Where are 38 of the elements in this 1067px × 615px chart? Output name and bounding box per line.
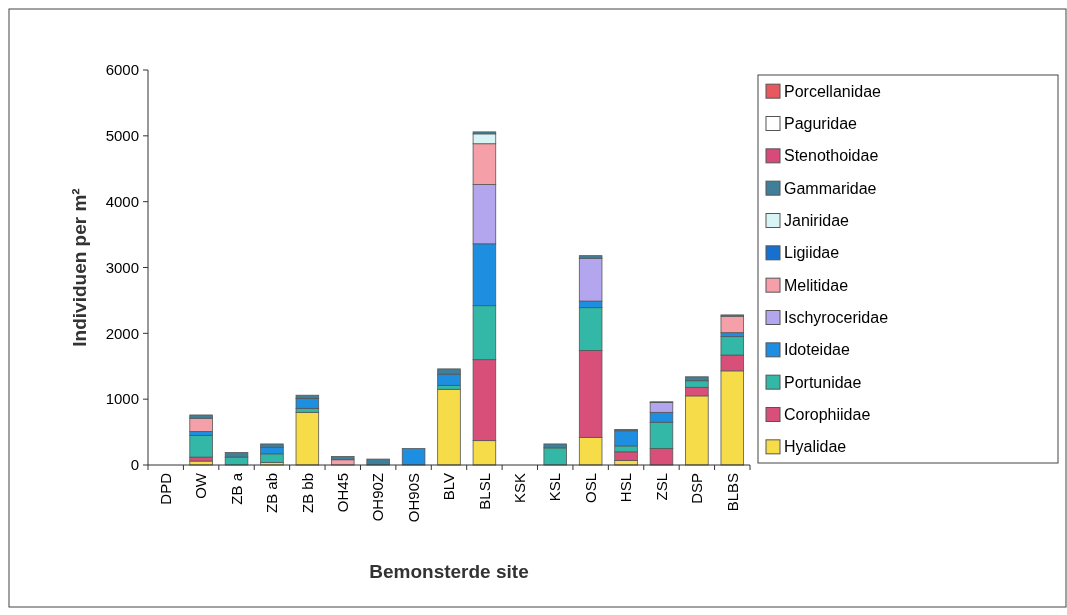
x-tick-label: BLSL	[475, 473, 493, 510]
x-tick-label: OH90S	[404, 473, 422, 523]
y-tick-label: 0	[130, 456, 139, 474]
x-axis-title: Bemonsterde site	[369, 561, 529, 582]
legend-label: Porcellanidae	[784, 82, 882, 100]
x-tick-label: ZB ab	[263, 473, 281, 514]
legend-label: Ligiidae	[784, 244, 840, 262]
legend-label: Hyalidae	[784, 438, 847, 456]
y-tick-label: 2000	[105, 324, 139, 342]
x-tick-label: DSP	[688, 473, 706, 504]
x-tick-label: OW	[192, 472, 210, 499]
legend-label: Idoteidae	[784, 341, 850, 359]
legend-label: Ischyroceridae	[784, 309, 889, 327]
y-tick-label: 4000	[105, 192, 139, 210]
x-tick-label: OSL	[581, 473, 599, 504]
x-tick-label: BLV	[440, 473, 458, 501]
legend-label: Gammaridae	[784, 179, 877, 197]
x-tick-label: ZSL	[652, 473, 670, 501]
x-tick-label: HSL	[617, 473, 635, 503]
y-tick-label: 6000	[105, 61, 139, 79]
legend-label: Melitidae	[784, 276, 849, 294]
x-tick-label: KSK	[511, 473, 529, 504]
x-tick-label: DPD	[156, 472, 174, 505]
y-tick-label: 3000	[105, 258, 139, 276]
y-axis-title: Individuen per m²	[69, 188, 90, 347]
legend-label: Portunidae	[784, 373, 862, 391]
x-tick-label: OH90Z	[369, 473, 387, 522]
x-tick-label: ZB a	[227, 472, 245, 505]
legend-label: Corophiidae	[784, 406, 871, 424]
legend-label: Janiridae	[784, 212, 850, 230]
legend-label: Paguridae	[784, 115, 858, 133]
x-tick-label: ZB bb	[298, 473, 316, 514]
legend-label: Stenothoidae	[784, 147, 879, 165]
y-tick-label: 5000	[105, 127, 139, 145]
x-tick-label: KSL	[546, 473, 564, 502]
x-tick-label: OH45	[334, 473, 352, 513]
y-tick-label: 1000	[105, 390, 139, 408]
x-tick-label: BLBS	[723, 473, 741, 512]
